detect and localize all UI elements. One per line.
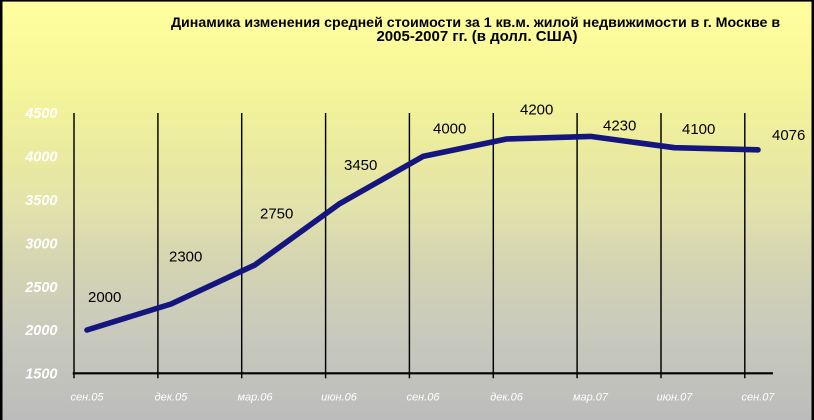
svg-text:3000: 3000 xyxy=(25,236,57,252)
svg-text:4500: 4500 xyxy=(24,106,57,122)
svg-text:2000: 2000 xyxy=(24,323,57,339)
svg-text:июн.06: июн.06 xyxy=(321,392,358,404)
svg-text:2750: 2750 xyxy=(260,206,293,223)
svg-text:2005-2007 гг. (в долл. США): 2005-2007 гг. (в долл. США) xyxy=(376,28,577,45)
svg-text:4230: 4230 xyxy=(603,118,636,135)
svg-text:мар.06: мар.06 xyxy=(237,392,273,404)
svg-text:2500: 2500 xyxy=(24,280,57,296)
svg-text:2000: 2000 xyxy=(88,289,121,306)
svg-text:4200: 4200 xyxy=(520,102,553,119)
svg-text:дек.06: дек.06 xyxy=(490,392,524,404)
svg-text:сен.06: сен.06 xyxy=(407,392,441,404)
svg-text:3450: 3450 xyxy=(344,157,377,174)
svg-text:сен.05: сен.05 xyxy=(71,392,105,404)
svg-text:4000: 4000 xyxy=(433,121,466,138)
svg-text:Динамика изменения средней сто: Динамика изменения средней стоимости за … xyxy=(171,15,780,31)
svg-text:1500: 1500 xyxy=(25,367,57,383)
svg-text:3500: 3500 xyxy=(25,193,57,209)
svg-text:июн.07: июн.07 xyxy=(657,392,694,404)
svg-text:сен.07: сен.07 xyxy=(742,392,776,404)
svg-text:2300: 2300 xyxy=(169,249,202,266)
svg-text:4000: 4000 xyxy=(24,150,57,166)
svg-text:4076: 4076 xyxy=(772,127,805,144)
svg-text:дек.05: дек.05 xyxy=(155,392,189,404)
svg-text:мар.07: мар.07 xyxy=(573,392,609,404)
svg-text:4100: 4100 xyxy=(682,121,715,138)
